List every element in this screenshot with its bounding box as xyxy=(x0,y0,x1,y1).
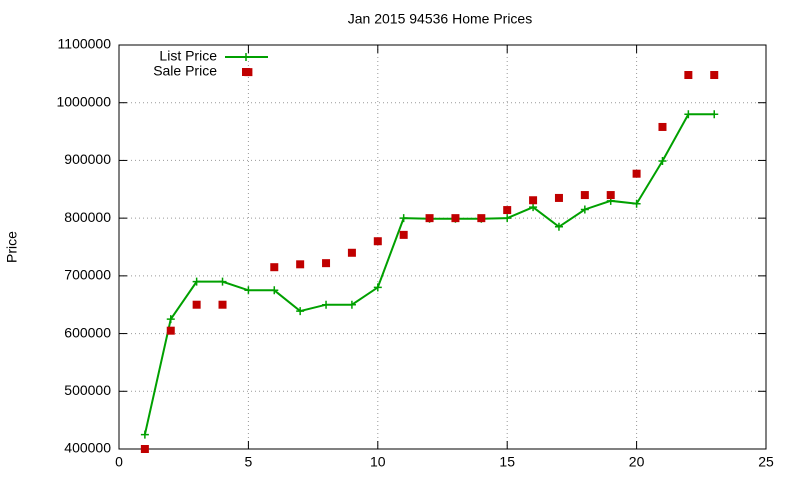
series-line xyxy=(143,113,715,435)
point-marker xyxy=(684,71,693,80)
point-marker xyxy=(658,122,667,131)
plot-border xyxy=(118,44,767,450)
chart-title: Jan 2015 94536 Home Prices xyxy=(348,11,532,27)
y-tick-label: 900000 xyxy=(64,151,111,167)
x-tick-label: 15 xyxy=(499,454,515,470)
point-marker xyxy=(296,307,305,316)
point-marker xyxy=(554,222,563,231)
y-tick-label: 400000 xyxy=(64,440,111,456)
point-marker xyxy=(218,277,227,286)
point-marker xyxy=(347,300,356,309)
x-tick-label: 20 xyxy=(629,454,645,470)
legend-label: List Price xyxy=(159,48,217,64)
y-tick-label: 600000 xyxy=(64,324,111,340)
point-marker xyxy=(451,214,460,223)
point-marker xyxy=(322,300,331,309)
y-tick-label: 1100000 xyxy=(58,36,112,52)
point-marker xyxy=(529,203,538,212)
point-marker xyxy=(166,315,175,324)
point-marker xyxy=(632,169,641,178)
x-tick-label: 25 xyxy=(758,454,774,470)
y-tick-label: 500000 xyxy=(64,382,111,398)
point-marker xyxy=(270,263,279,272)
point-marker xyxy=(373,283,382,292)
x-tick-label: 10 xyxy=(370,454,386,470)
point-marker xyxy=(684,110,693,119)
point-marker xyxy=(580,205,589,214)
point-marker xyxy=(322,259,331,268)
point-marker xyxy=(399,230,408,239)
point-marker xyxy=(503,214,512,223)
point-marker xyxy=(554,193,563,202)
y-tick-label: 800000 xyxy=(64,209,111,225)
y-tick-label: 700000 xyxy=(64,267,111,283)
legend-label: Sale Price xyxy=(153,63,217,79)
x-tick-label: 0 xyxy=(115,454,123,470)
point-marker xyxy=(373,237,382,246)
point-marker xyxy=(658,157,667,166)
point-marker xyxy=(192,277,201,286)
point-marker xyxy=(580,191,589,200)
y-tick-label: 1000000 xyxy=(56,93,111,109)
point-marker xyxy=(632,199,641,208)
point-marker xyxy=(244,286,253,295)
point-marker xyxy=(477,214,486,223)
point-marker xyxy=(166,326,175,335)
x-tick-label: 5 xyxy=(245,454,253,470)
point-marker xyxy=(347,248,356,257)
point-marker xyxy=(399,214,408,223)
point-marker xyxy=(503,206,512,215)
point-marker xyxy=(529,196,538,205)
point-marker xyxy=(606,191,615,200)
point-marker xyxy=(710,71,719,80)
legend-swatch xyxy=(242,68,250,76)
y-axis-label: Price xyxy=(4,231,20,263)
point-marker xyxy=(425,214,434,223)
point-marker xyxy=(192,300,201,309)
point-marker xyxy=(296,260,305,269)
legend-swatch xyxy=(242,53,250,61)
point-marker xyxy=(710,110,719,119)
point-marker xyxy=(140,445,149,453)
point-marker xyxy=(270,286,279,295)
point-marker xyxy=(140,430,149,439)
point-marker xyxy=(218,300,227,309)
